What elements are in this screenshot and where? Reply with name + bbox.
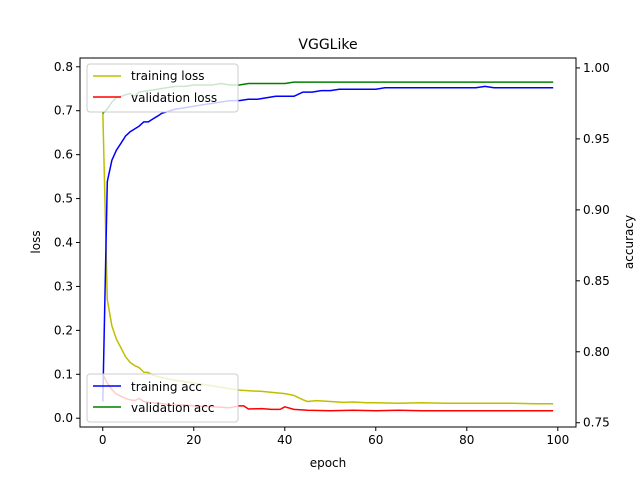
legend-bottom: training acc validation acc <box>86 373 239 423</box>
y-right-tick-label: 0.80 <box>583 345 610 359</box>
y-left-tick-label: 0.3 <box>54 279 73 293</box>
legend-top-box <box>86 63 239 113</box>
y-left-tick-label: 0.2 <box>54 323 73 337</box>
y-axis-left: 0.0 0.1 0.2 0.3 0.4 0.5 0.6 0.7 0.8 <box>54 60 80 425</box>
x-tick-label: 0 <box>99 433 107 447</box>
legend-validation-loss-label: validation loss <box>131 91 217 105</box>
y-axis-right: 0.75 0.80 0.85 0.90 0.95 1.00 <box>576 61 610 430</box>
x-axis-label: epoch <box>310 456 347 470</box>
y-left-tick-label: 0.5 <box>54 192 73 206</box>
series-layer <box>102 81 554 412</box>
y-right-tick-label: 0.90 <box>583 203 610 217</box>
plot-frame <box>79 57 577 428</box>
legend-validation-acc-label: validation acc <box>131 401 214 415</box>
y-left-tick-label: 0.8 <box>54 60 73 74</box>
y-left-tick-label: 0.1 <box>54 367 73 381</box>
y-axis-right-label: accuracy <box>622 215 636 269</box>
y-left-tick-label: 0.7 <box>54 104 73 118</box>
x-tick-label: 100 <box>546 433 569 447</box>
y-axis-left-label: loss <box>29 230 43 253</box>
x-tick-label: 20 <box>186 433 201 447</box>
y-right-tick-label: 0.85 <box>583 274 610 288</box>
y-right-tick-label: 1.00 <box>583 61 610 75</box>
y-right-tick-label: 0.95 <box>583 132 610 146</box>
series-line-training-acc <box>102 85 554 402</box>
legend-top: training loss validation loss <box>86 63 239 113</box>
x-tick-label: 80 <box>459 433 474 447</box>
legend-bottom-box <box>86 373 239 423</box>
y-left-tick-label: 0.6 <box>54 148 73 162</box>
legend-training-acc-label: training acc <box>131 380 202 394</box>
y-right-tick-label: 0.75 <box>583 416 610 430</box>
chart-title: VGGLike <box>298 37 357 53</box>
x-tick-label: 60 <box>368 433 383 447</box>
x-axis: 0 20 40 60 80 100 <box>99 427 569 447</box>
y-left-tick-label: 0.4 <box>54 236 73 250</box>
y-left-tick-label: 0.0 <box>54 411 73 425</box>
x-tick-label: 40 <box>277 433 292 447</box>
legend-training-loss-label: training loss <box>131 69 204 83</box>
series-line-training-loss <box>102 110 554 405</box>
